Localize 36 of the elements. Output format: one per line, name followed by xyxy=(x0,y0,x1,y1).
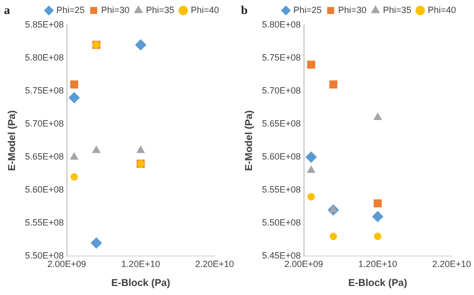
y-tick-label: 5.50E+08 xyxy=(24,250,64,261)
x-axis-title: E-Block (Pa) xyxy=(348,278,408,289)
y-tick-label: 5.80E+08 xyxy=(262,19,301,30)
chart-title: a xyxy=(4,3,10,18)
y-tick-label: 5.60E+08 xyxy=(24,184,64,195)
x-tick-label: 1.20E+10 xyxy=(121,259,160,270)
legend-label: Phi=40 xyxy=(190,4,220,15)
legend-label: Phi=30 xyxy=(101,4,130,15)
x-tick-label: 2.00E+09 xyxy=(284,259,324,270)
y-tick-label: 5.70E+08 xyxy=(262,86,301,96)
legend-label: Phi=25 xyxy=(293,4,322,15)
chart-title: b xyxy=(241,3,248,18)
y-tick-label: 5.65E+08 xyxy=(262,118,301,129)
y-tick-label: 5.60E+08 xyxy=(262,152,301,162)
y-tick-label: 5.80E+08 xyxy=(24,52,64,63)
x-tick-label: 1.20E+10 xyxy=(358,259,398,270)
legend-label: Phi=35 xyxy=(146,4,174,15)
legend-label: Phi=25 xyxy=(56,4,85,15)
x-tick-label: 2.20E+10 xyxy=(195,259,234,270)
x-tick-label: 2.20E+10 xyxy=(432,259,472,270)
y-tick-label: 5.75E+08 xyxy=(262,52,301,63)
y-tick-label: 5.65E+08 xyxy=(24,152,64,162)
legend-label: Phi=35 xyxy=(382,4,412,15)
y-axis-title: E-Model (Pa) xyxy=(244,110,255,171)
y-tick-label: 5.55E+08 xyxy=(262,184,301,195)
y-tick-label: 5.75E+08 xyxy=(24,86,64,96)
y-tick-label: 5.70E+08 xyxy=(24,118,64,129)
x-axis-title: E-Block (Pa) xyxy=(111,278,170,289)
y-axis-title: E-Model (Pa) xyxy=(6,110,18,171)
x-tick-label: 2.00E+09 xyxy=(47,259,86,270)
legend-label: Phi=30 xyxy=(338,4,366,15)
y-tick-label: 5.50E+08 xyxy=(262,218,301,228)
y-tick-label: 5.45E+08 xyxy=(262,250,301,261)
y-tick-label: 5.55E+08 xyxy=(24,218,64,228)
legend-label: Phi=40 xyxy=(428,4,456,15)
y-tick-label: 5.85E+08 xyxy=(24,19,64,30)
